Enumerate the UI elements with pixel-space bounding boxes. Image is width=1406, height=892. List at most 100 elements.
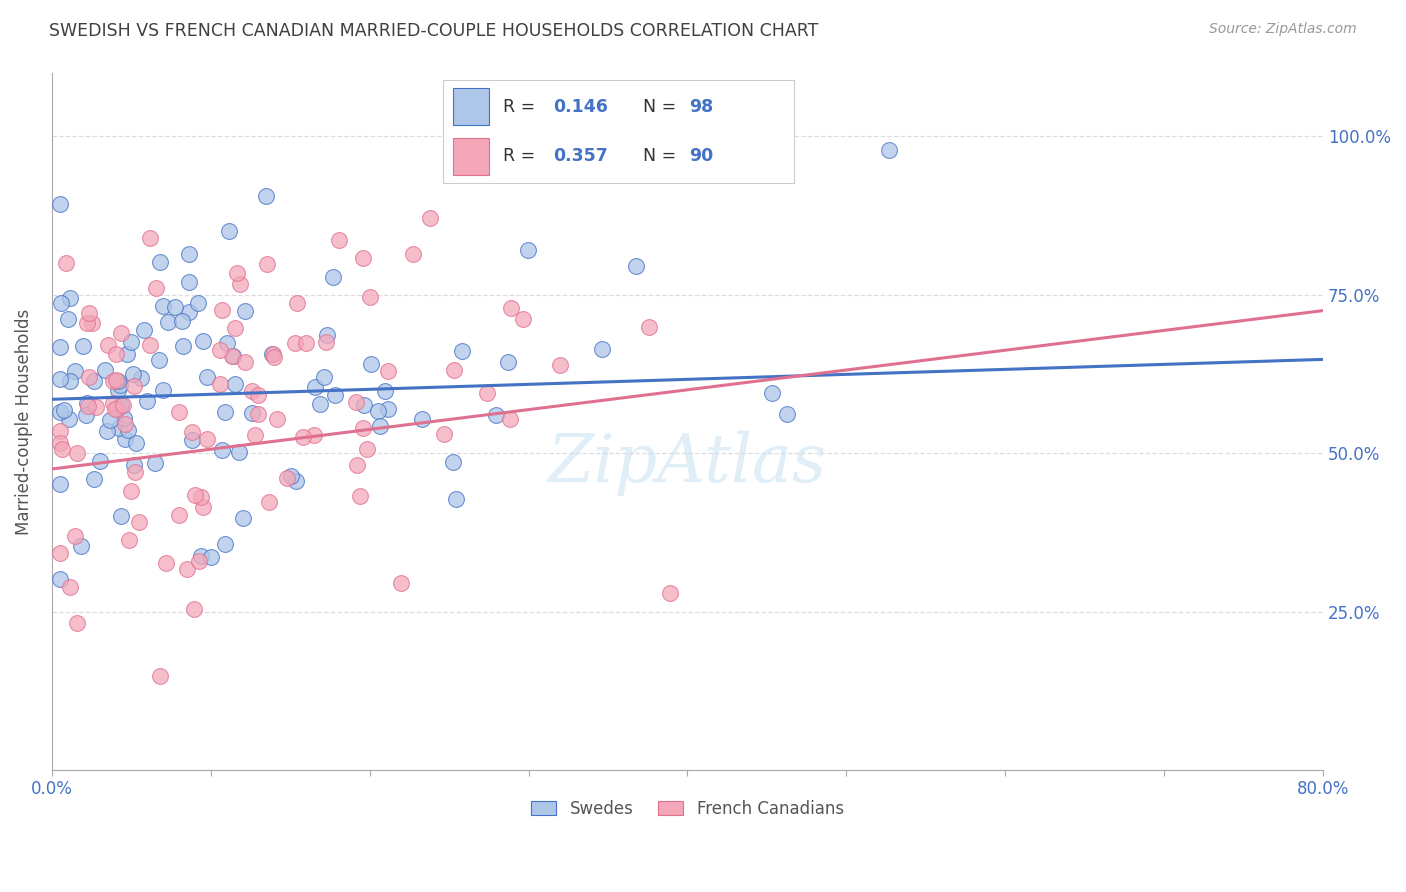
Point [172,338,194,352]
Point [107,402,129,417]
Point [187,296,209,310]
Point [218,224,240,238]
Point [110,398,132,412]
Point [48,572,70,586]
Point [110,509,132,524]
Point [128,515,150,529]
Point [97,338,120,352]
Bar [453,137,489,175]
Point [214,405,236,419]
Point [451,343,474,358]
Point [152,384,174,398]
Point [315,328,337,343]
Point [53,402,76,417]
Point [314,370,336,384]
Text: R =: R = [503,98,540,116]
Point [441,455,464,469]
Point [48,340,70,354]
Point [195,432,218,446]
Point [70,539,93,553]
Point [485,408,508,422]
Point [215,336,238,351]
Point [266,412,288,426]
Point [49,295,72,310]
Point [315,334,337,349]
Point [499,301,522,315]
Point [121,367,143,381]
Point [149,669,172,683]
Point [76,316,98,330]
Point [82,316,104,330]
Point [66,616,89,631]
Point [191,500,214,515]
Text: 90: 90 [689,147,713,165]
Text: 98: 98 [689,98,713,116]
Point [76,395,98,409]
Text: Source: ZipAtlas.com: Source: ZipAtlas.com [1209,22,1357,37]
Point [308,397,330,411]
Legend: Swedes, French Canadians: Swedes, French Canadians [524,793,851,824]
Point [240,384,263,398]
Point [59,580,82,594]
Point [344,394,367,409]
Point [124,465,146,479]
Point [626,259,648,273]
Text: N =: N = [643,98,682,116]
Point [152,299,174,313]
Point [149,254,172,268]
Point [122,379,145,393]
Point [224,321,246,335]
Point [156,316,179,330]
Point [377,364,399,378]
Text: R =: R = [503,147,540,165]
Point [246,387,269,401]
Point [879,143,901,157]
Point [170,314,193,328]
Bar [453,88,489,126]
Point [591,343,613,357]
Point [402,247,425,261]
Point [48,436,70,450]
Point [107,374,129,388]
Point [263,351,285,365]
Point [287,296,309,310]
Point [188,554,211,568]
Point [107,383,129,397]
Point [184,488,207,502]
Point [177,305,200,319]
Point [83,472,105,486]
Point [254,189,277,203]
Point [77,306,100,320]
Point [108,399,131,413]
Point [65,528,87,542]
Text: N =: N = [643,147,682,165]
Point [322,269,344,284]
Point [125,435,148,450]
Point [638,319,661,334]
Point [48,404,70,418]
Point [145,280,167,294]
Point [257,495,280,509]
Text: 0.146: 0.146 [554,98,609,116]
Point [181,434,204,448]
Text: SWEDISH VS FRENCH CANADIAN MARRIED-COUPLE HOUSEHOLDS CORRELATION CHART: SWEDISH VS FRENCH CANADIAN MARRIED-COUPL… [49,22,818,40]
Point [104,402,127,417]
Point [360,357,382,371]
Point [77,399,100,413]
Point [167,508,190,522]
Point [433,427,456,442]
Point [115,347,138,361]
Point [55,256,77,270]
Point [367,403,389,417]
Point [349,489,371,503]
Point [256,257,278,271]
Point [105,346,128,360]
Point [658,586,681,600]
Point [48,476,70,491]
Point [209,376,232,391]
Point [190,490,212,504]
Point [228,444,250,458]
Text: ZipAtlas: ZipAtlas [548,431,827,496]
Point [496,355,519,369]
Point [72,339,94,353]
